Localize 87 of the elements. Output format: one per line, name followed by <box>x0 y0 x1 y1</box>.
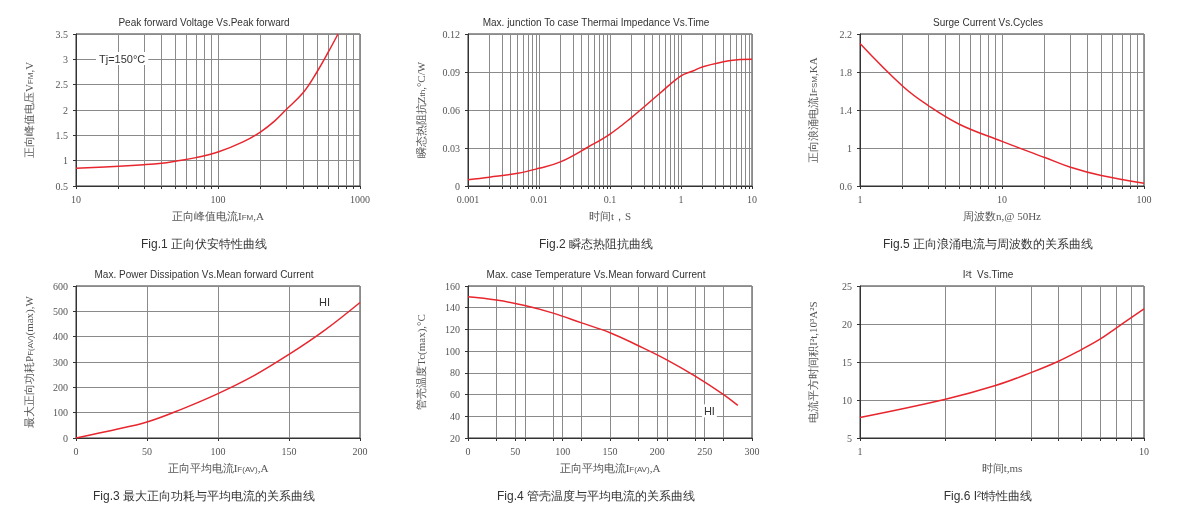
x-tick-label: 0 <box>73 445 79 457</box>
y-tick-label: 3.5 <box>55 28 68 40</box>
x-axis-title: 正向平均电流IF(AV),A <box>559 461 661 474</box>
chart-title: Max. case Temperature Vs.Mean forward Current <box>486 268 706 280</box>
y-tick-label: 3 <box>63 53 68 65</box>
y-tick-label: 140 <box>445 302 460 314</box>
caption: Fig.4 管壳温度与平均电流的关系曲线 <box>496 489 696 503</box>
y-tick-label: 100 <box>445 345 460 357</box>
y-tick-label: 2.2 <box>839 28 852 40</box>
y-tick-label: 500 <box>53 305 68 317</box>
x-tick-label: 10 <box>1139 445 1149 457</box>
x-tick-label: 150 <box>602 445 618 457</box>
y-tick-label: 1.5 <box>55 129 68 141</box>
caption: Fig.1 正向伏安特性曲线 <box>140 237 268 251</box>
x-axis-title: 时间t,ms <box>981 461 1023 474</box>
x-tick-label: 100 <box>210 445 226 457</box>
y-tick-label: 20 <box>450 432 460 444</box>
caption: Fig.6 I²t特性曲线 <box>943 489 1033 503</box>
y-tick-label: 15 <box>842 356 852 368</box>
x-tick-label: 50 <box>510 445 521 457</box>
x-axis-title: 时间t，S <box>588 209 632 222</box>
x-tick-label: 100 <box>1136 193 1152 205</box>
x-tick-label: 150 <box>281 445 297 457</box>
x-tick-label: 250 <box>697 445 713 457</box>
y-tick-label: 25 <box>842 280 852 292</box>
x-tick-label: 1 <box>857 193 863 205</box>
chart-title: Max. Power Dissipation Vs.Mean forward Current <box>94 268 314 280</box>
x-axis-title: 正向平均电流IF(AV),A <box>167 461 269 474</box>
chart-title: Max. junction To case Thermai Impedance Vs.Time <box>482 16 710 28</box>
annotation: Tj=150°C <box>99 52 146 65</box>
x-tick-label: 1 <box>678 193 684 205</box>
y-tick-label: 40 <box>450 410 460 422</box>
x-tick-label: 0.01 <box>530 193 548 205</box>
caption: Fig.3 最大正向功耗与平均电流的关系曲线 <box>92 489 316 503</box>
x-tick-label: 0 <box>465 445 471 457</box>
y-tick-label: 1.8 <box>839 66 852 78</box>
x-tick-label: 200 <box>352 445 368 457</box>
y-tick-label: 1 <box>847 142 852 154</box>
annotation: HI <box>319 296 330 309</box>
line-series <box>467 296 739 407</box>
y-tick-label: 5 <box>847 432 852 444</box>
x-axis-title: 正向峰值电流IFM,A <box>172 209 265 222</box>
y-tick-label: 2 <box>63 104 68 116</box>
x-tick-label: 1000 <box>350 193 370 205</box>
y-tick-label: 60 <box>450 389 460 401</box>
y-tick-label: 0.09 <box>442 66 460 78</box>
chart-title: Surge Current Vs.Cycles <box>932 16 1044 28</box>
chart-title: Peak forward Voltage Vs.Peak forward <box>118 16 290 28</box>
y-tick-label: 1.4 <box>839 104 852 116</box>
chart-title: I²t Vs.Time <box>962 268 1014 280</box>
caption: Fig.2 瞬态热阻抗曲线 <box>538 237 654 251</box>
x-tick-label: 0.1 <box>603 193 617 205</box>
y-tick-label: 120 <box>445 323 460 335</box>
y-tick-label: 20 <box>842 318 852 330</box>
x-tick-label: 0.001 <box>456 193 480 205</box>
y-tick-label: 0.03 <box>442 142 460 154</box>
x-tick-label: 10 <box>997 193 1007 205</box>
y-tick-label: 0.12 <box>442 28 460 40</box>
y-tick-label: 0.06 <box>442 104 460 116</box>
annotation: HI <box>703 404 715 417</box>
y-tick-label: 80 <box>450 367 460 379</box>
y-tick-label: 400 <box>53 331 68 343</box>
y-tick-label: 2.5 <box>55 79 68 91</box>
x-tick-label: 1 <box>857 445 863 457</box>
y-tick-label: 0 <box>63 432 68 444</box>
x-axis-title: 周波数n,@ 50Hz <box>963 209 1042 222</box>
y-tick-label: 0.6 <box>839 180 852 192</box>
y-tick-label: 160 <box>445 280 460 292</box>
y-tick-label: 0 <box>455 180 460 192</box>
y-tick-label: 100 <box>53 407 68 419</box>
y-tick-label: 300 <box>53 356 68 368</box>
x-tick-label: 10 <box>747 193 757 205</box>
y-tick-label: 600 <box>53 280 68 292</box>
x-tick-label: 50 <box>142 445 152 457</box>
y-axis-title: 管壳温度Tc(max),°C <box>414 314 428 410</box>
x-tick-label: 300 <box>744 445 760 457</box>
y-axis-title: 电流平方时间积I²t,10³A²S <box>806 301 819 423</box>
y-tick-label: 0.5 <box>55 180 68 192</box>
x-tick-label: 200 <box>649 445 665 457</box>
y-tick-label: 10 <box>842 394 852 406</box>
y-tick-label: 1 <box>63 155 68 167</box>
x-tick-label: 100 <box>555 445 571 457</box>
y-axis-title: 最大正向功耗PF(AV)(max),W <box>22 295 36 428</box>
x-tick-label: 100 <box>210 193 226 205</box>
x-tick-label: 10 <box>71 193 81 205</box>
y-tick-label: 200 <box>53 381 68 393</box>
caption: Fig.5 正向浪涌电流与周波数的关系曲线 <box>882 237 1094 251</box>
